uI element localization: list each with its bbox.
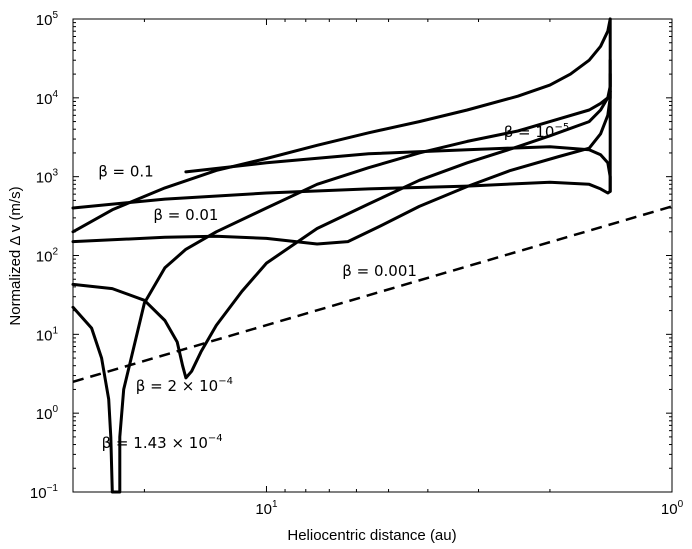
y-tick-label: 104 <box>36 89 59 108</box>
series-line-0 <box>71 17 612 234</box>
y-axis-label: Normalized Δ v (m/s) <box>7 186 24 325</box>
series-annotation: β = 0.01 <box>153 206 218 224</box>
series-line-4 <box>71 72 612 380</box>
x-tick-label: 101 <box>255 499 278 518</box>
series-annotation: β = 2 × 10−4 <box>136 376 233 395</box>
series-annotation: β = 0.1 <box>98 163 154 181</box>
y-tick-label: 103 <box>36 168 59 187</box>
x-axis-label: Heliocentric distance (au) <box>287 527 456 544</box>
annotation-layer: β = 10−5 β = 0.1 β = 0.01 β = 0.001 β = 2 × … <box>98 122 569 452</box>
y-tick-label: 100 <box>36 404 59 423</box>
y-tick-label: 102 <box>36 247 59 266</box>
reference-line <box>72 205 673 383</box>
plot-frame <box>72 18 673 493</box>
series-line-5 <box>71 90 612 494</box>
tick-layer: 105 104 103 102 101 100 10−1 101 100 <box>30 10 684 518</box>
series-line-2 <box>71 17 612 210</box>
series-line-3 <box>71 58 612 246</box>
series-annotation: β = 1.43 × 10−4 <box>102 433 223 452</box>
y-tick-label: 105 <box>36 10 59 29</box>
series-annotation: β = 10−5 <box>504 122 570 141</box>
series-line-1 <box>184 145 612 193</box>
series-annotation: β = 0.001 <box>342 262 417 280</box>
y-tick-label: 101 <box>36 325 59 344</box>
x-tick-label: 100 <box>661 499 684 518</box>
y-tick-label: 10−1 <box>30 483 59 502</box>
curves-layer <box>71 17 673 494</box>
